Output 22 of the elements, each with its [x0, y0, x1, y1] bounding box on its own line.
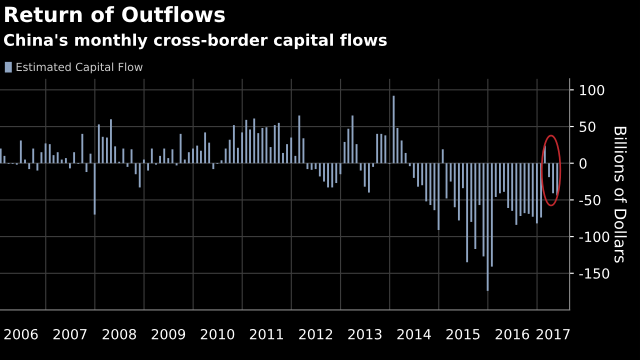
x-tick-label: 2015 [446, 328, 480, 340]
x-tick-label: 2012 [299, 328, 332, 340]
chart-subtitle: China's monthly cross-border capital flows [4, 34, 387, 50]
x-tick-label: 2011 [250, 328, 283, 340]
x-tick-label: 2013 [348, 328, 382, 340]
x-tick-label: 2010 [200, 328, 234, 340]
y-tick-label: -100 [579, 232, 610, 242]
x-tick-label: 2008 [102, 328, 136, 340]
y-tick-label: 50 [580, 122, 596, 132]
y-tick-label: 0 [580, 158, 587, 169]
legend-label: Estimated Capital Flow [16, 62, 143, 74]
x-tick-label: 2007 [53, 328, 87, 340]
x-tick-label: 2016 [496, 328, 530, 340]
y-tick-label: -150 [579, 268, 610, 279]
x-tick-label: 2017 [536, 328, 570, 340]
y-axis-title: Billions of Dollars [614, 126, 627, 263]
y-tick-label: 100 [580, 84, 604, 96]
x-tick-label: 2009 [152, 328, 186, 340]
x-tick-label: 2006 [4, 328, 38, 340]
chart-title: Return of Outflows [5, 6, 225, 22]
x-tick-label: 2014 [397, 328, 431, 340]
y-tick-label: -50 [579, 194, 600, 206]
